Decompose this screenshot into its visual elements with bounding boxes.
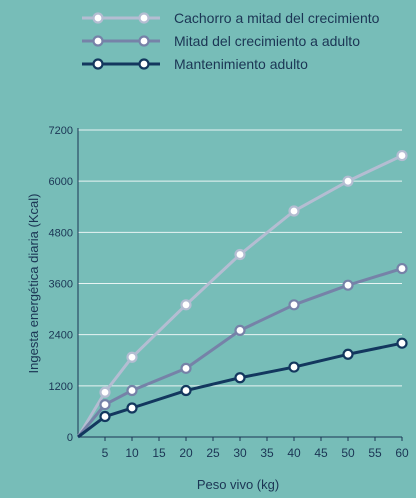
x-tick-label: 40 <box>287 446 301 460</box>
y-tick-label: 4800 <box>49 227 73 239</box>
legend: Cachorro a mitad del crecimiento Mitad de… <box>82 10 380 72</box>
series-layer <box>76 149 408 439</box>
legend-item: Mitad del crecimiento a adulto <box>82 33 360 49</box>
data-point <box>126 351 138 363</box>
x-tick-label: 10 <box>125 446 139 460</box>
y-tick-label: 0 <box>67 432 73 444</box>
x-axis-label: Peso vivo (kg) <box>197 477 279 492</box>
legend-label: Cachorro a mitad del crecimiento <box>174 10 380 26</box>
series-line <box>76 154 403 438</box>
data-point <box>99 398 111 411</box>
data-point <box>288 205 300 217</box>
data-point <box>288 361 300 373</box>
data-point <box>396 149 408 162</box>
data-point <box>234 372 246 384</box>
x-tick-label: 35 <box>260 446 274 460</box>
y-tick-label: 3600 <box>49 279 73 291</box>
x-tick-label: 30 <box>233 446 247 460</box>
x-tick-label: 60 <box>395 446 409 460</box>
data-point <box>396 262 408 275</box>
x-tick-label: 45 <box>314 446 328 460</box>
data-point <box>342 175 354 187</box>
data-point <box>234 324 246 337</box>
x-tick-label: 5 <box>102 446 109 460</box>
data-point <box>396 337 408 349</box>
data-point <box>180 384 192 397</box>
data-point <box>342 279 354 291</box>
legend-label: Mantenimiento adulto <box>174 56 308 72</box>
data-point <box>180 299 192 311</box>
legend-swatch-marker <box>92 58 104 70</box>
y-tick-label: 6000 <box>49 176 73 188</box>
x-tick-label: 55 <box>368 446 382 460</box>
legend-label: Mitad del crecimiento a adulto <box>174 33 360 49</box>
y-axis-label: Ingesta energética diaria (Kcal) <box>26 194 41 374</box>
legend-swatch-marker <box>138 35 150 47</box>
x-tick-label: 20 <box>179 446 193 460</box>
data-point <box>234 248 246 261</box>
legend-swatch-marker <box>92 12 104 24</box>
data-point <box>99 386 111 398</box>
y-tick-label: 2400 <box>49 330 73 342</box>
data-point <box>342 348 354 360</box>
legend-item: Mantenimiento adulto <box>82 56 308 72</box>
axes: 0 1200 2400 3600 4800 6000 7200 5 10 15 20 25 30 35 40… <box>49 125 409 460</box>
x-tick-label: 15 <box>152 446 166 460</box>
legend-swatch-marker <box>138 58 150 70</box>
y-tick-label: 1200 <box>49 381 73 393</box>
x-tick-label: 50 <box>341 446 355 460</box>
legend-swatch-marker <box>138 12 150 24</box>
y-tick-label: 7200 <box>49 125 73 137</box>
data-point <box>126 384 138 397</box>
data-point <box>126 402 138 414</box>
data-point <box>180 362 192 374</box>
legend-item: Cachorro a mitad del crecimiento <box>82 10 380 26</box>
data-point <box>288 299 300 311</box>
x-tick-label: 25 <box>206 446 220 460</box>
data-point <box>99 410 111 423</box>
legend-swatch-marker <box>92 35 104 47</box>
